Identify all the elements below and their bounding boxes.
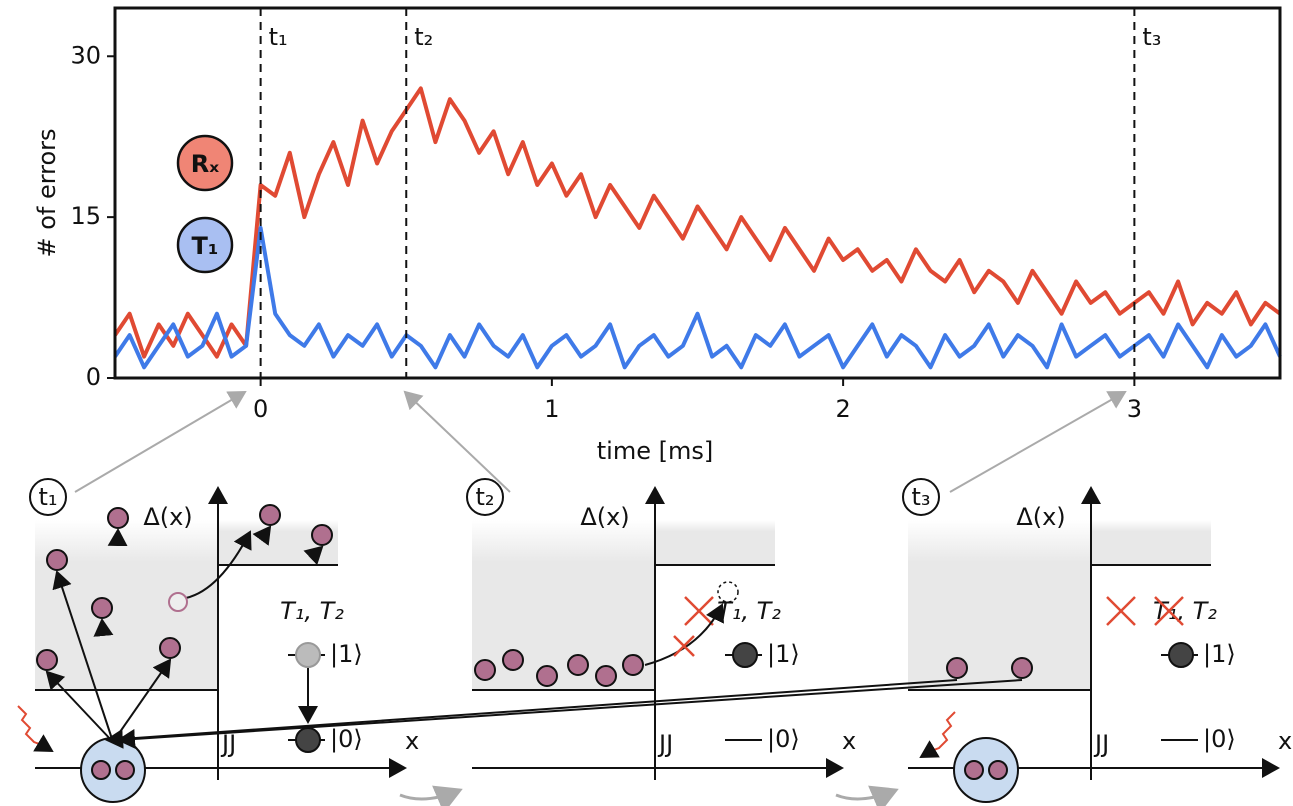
x-axis-label: time [ms] <box>597 437 713 465</box>
quasiparticle <box>46 549 68 571</box>
y-axis-label: # of errors <box>33 128 61 257</box>
cooper-pair <box>953 737 1019 803</box>
x-tick-label: 1 <box>544 395 559 423</box>
diagram-panel: t₃ Δ(x) T₁, T₂ |1⟩ |0⟩ JJ x <box>105 478 1292 803</box>
legend-marker <box>176 134 234 192</box>
coherence-label: T₁, T₂ <box>717 597 781 625</box>
quasiparticle <box>988 760 1008 780</box>
quasiparticle <box>91 760 111 780</box>
coherence-label: T₁, T₂ <box>1153 597 1217 625</box>
empty-state <box>717 581 739 603</box>
x-tick-label: 0 <box>253 395 268 423</box>
recombination <box>105 679 958 749</box>
state-label: |1⟩ <box>767 640 800 668</box>
excitation <box>52 570 114 743</box>
connector <box>949 391 1127 493</box>
state-label: |1⟩ <box>1203 640 1236 668</box>
panel-label: t₂ <box>475 483 494 511</box>
y-tick-label: 15 <box>70 202 101 230</box>
quasiparticle <box>91 597 113 619</box>
flow-arrow <box>835 785 899 806</box>
quasiparticle <box>107 507 129 529</box>
legend-marker <box>176 216 234 274</box>
series-line <box>113 86 1282 359</box>
flow-arrow <box>399 785 463 806</box>
qubit <box>1168 642 1194 668</box>
quasiparticle <box>964 760 984 780</box>
panel-label: t₃ <box>911 483 930 511</box>
qubit <box>295 727 321 753</box>
gap-label: Δ(x) <box>143 503 192 531</box>
connector <box>74 390 247 493</box>
panel-badge <box>466 478 504 516</box>
excitation <box>112 658 172 743</box>
x-tick-label: 3 <box>1127 395 1142 423</box>
diagram-panel: t₂ Δ(x) T₁, T₂ |1⟩ |0⟩ JJ x <box>466 478 856 780</box>
quasiparticle <box>259 504 281 526</box>
quasiparticle <box>474 659 496 681</box>
quasiparticle <box>502 649 524 671</box>
axis-label: x <box>405 727 419 755</box>
state-label: |0⟩ <box>767 725 800 753</box>
quasiparticle <box>36 649 58 671</box>
strike <box>1106 596 1136 626</box>
panel-badge <box>902 478 940 516</box>
y-tick-label: 30 <box>70 41 101 69</box>
blocked <box>673 635 695 657</box>
junction-label: JJ <box>1093 730 1109 758</box>
excitation <box>45 670 114 743</box>
recombination <box>117 679 1023 749</box>
quasiparticle-ghost <box>168 592 188 612</box>
tunnel <box>644 603 724 666</box>
connector <box>403 390 511 493</box>
quasiparticle <box>595 665 617 687</box>
state-label: |0⟩ <box>1203 725 1236 753</box>
panel-label: t₁ <box>38 483 57 511</box>
gap-region <box>1091 520 1211 565</box>
photon <box>919 711 956 759</box>
legend-label: T₁ <box>192 232 219 260</box>
quasiparticle <box>311 524 333 546</box>
junction-label: JJ <box>220 730 236 758</box>
photon <box>17 705 54 753</box>
state-label: |0⟩ <box>330 725 363 753</box>
quasiparticle <box>622 654 644 676</box>
tunnel <box>185 530 252 599</box>
time-marker-label: t₃ <box>1142 23 1161 51</box>
coherence-label: T₁, T₂ <box>280 597 344 625</box>
quasiparticle <box>946 657 968 679</box>
gap-region <box>35 520 218 690</box>
quasiparticle <box>567 654 589 676</box>
quasiparticle <box>536 665 558 687</box>
diagram-panel: t₁ Δ(x) T₁, T₂ |1⟩ |0⟩ JJ x <box>17 478 419 803</box>
gap-region <box>655 520 775 565</box>
gap-region <box>908 520 1091 690</box>
qubit <box>295 642 321 668</box>
axis-label: x <box>1278 727 1292 755</box>
series-line <box>113 225 1282 370</box>
cooper-pair <box>80 737 146 803</box>
qubit <box>732 642 758 668</box>
state-label: |1⟩ <box>330 640 363 668</box>
gap-label: Δ(x) <box>580 503 629 531</box>
junction-label: JJ <box>657 730 673 758</box>
strike <box>684 596 714 626</box>
y-tick-label: 0 <box>86 363 101 391</box>
legend-label: Rₓ <box>191 150 219 178</box>
axis-label: x <box>842 727 856 755</box>
quasiparticle <box>1011 657 1033 679</box>
time-marker-label: t₁ <box>269 23 288 51</box>
time-marker-label: t₂ <box>414 23 433 51</box>
panel-badge <box>29 478 67 516</box>
plot-frame <box>113 6 1282 380</box>
strike <box>1154 596 1184 626</box>
quasiparticle <box>159 637 181 659</box>
quasiparticle <box>115 760 135 780</box>
gap-label: Δ(x) <box>1016 503 1065 531</box>
x-tick-label: 2 <box>835 395 850 423</box>
